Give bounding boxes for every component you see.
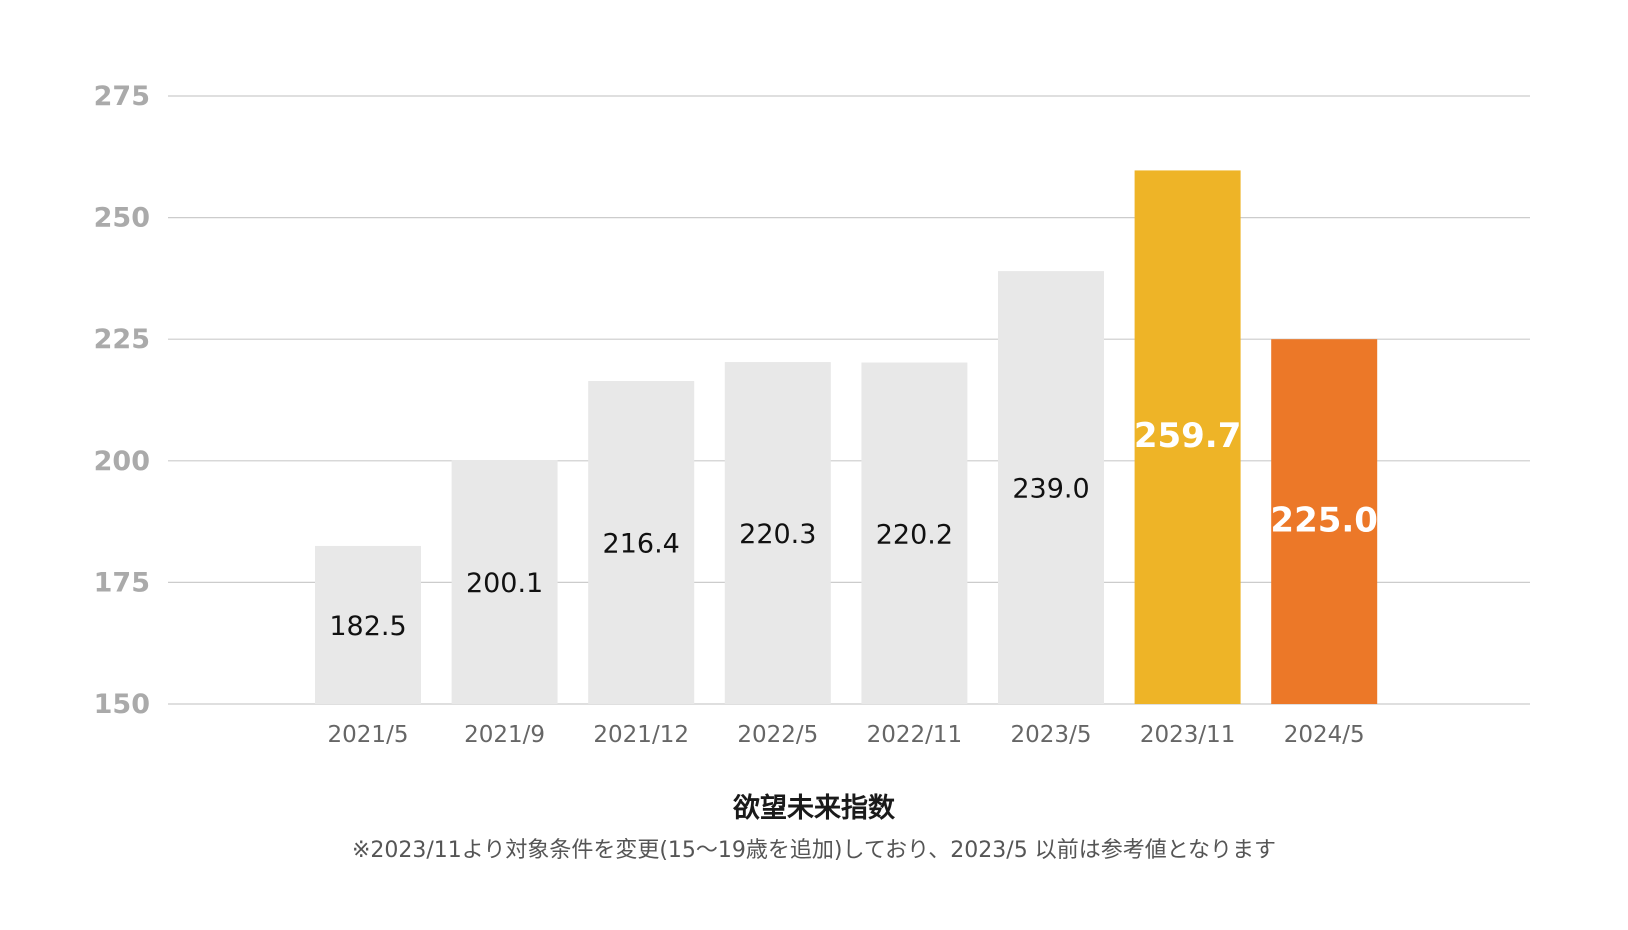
bar-2021-9 <box>451 460 558 704</box>
x-tick-label: 2023/5 <box>1011 722 1092 748</box>
bar-2022-11 <box>861 362 968 704</box>
bar-2023-11 <box>1134 170 1241 705</box>
value-labels: 182.5 200.1 216.4 220.3 220.2 239.0 259.7 225.0 <box>329 416 1378 642</box>
x-tick-label: 2022/5 <box>737 722 818 748</box>
value-label-2022-5: 220.3 <box>739 519 816 550</box>
y-tick-label: 150 <box>94 689 150 720</box>
y-tick-label: 175 <box>94 567 150 598</box>
y-tick-label: 225 <box>94 324 150 355</box>
x-tick-label: 2024/5 <box>1284 722 1365 748</box>
x-tick-label: 2021/9 <box>464 722 545 748</box>
bar-2023-5 <box>998 271 1104 704</box>
y-axis-ticks: 150 175 200 225 250 275 <box>94 81 150 720</box>
x-tick-label: 2023/11 <box>1140 722 1236 748</box>
value-label-2021-5: 182.5 <box>329 611 406 642</box>
value-label-2024-5: 225.0 <box>1270 501 1378 541</box>
x-tick-label: 2021/12 <box>593 722 689 748</box>
y-tick-label: 200 <box>94 446 150 477</box>
bar-2021-12 <box>588 381 695 704</box>
bars <box>315 170 1378 705</box>
value-label-2023-5: 239.0 <box>1012 474 1089 505</box>
bar-2024-5 <box>1271 339 1378 704</box>
bar-2022-5 <box>724 362 831 704</box>
value-label-2021-9: 200.1 <box>466 568 543 599</box>
y-tick-label: 275 <box>94 81 150 112</box>
value-label-2022-11: 220.2 <box>876 519 953 550</box>
x-tick-label: 2022/11 <box>867 722 963 748</box>
y-tick-label: 250 <box>94 203 150 234</box>
chart-footnote: ※2023/11より対象条件を変更(15〜19歳を追加)しており、2023/5 … <box>351 838 1277 863</box>
bar-2021-5 <box>315 545 421 704</box>
chart-title: 欲望未来指数 <box>733 793 895 824</box>
x-tick-label: 2021/5 <box>328 722 409 748</box>
value-label-2021-12: 216.4 <box>603 529 680 560</box>
x-axis-ticks: 2021/5 2021/9 2021/12 2022/5 2022/11 2023/5 20… <box>328 722 1365 748</box>
value-label-2023-11: 259.7 <box>1134 416 1242 456</box>
